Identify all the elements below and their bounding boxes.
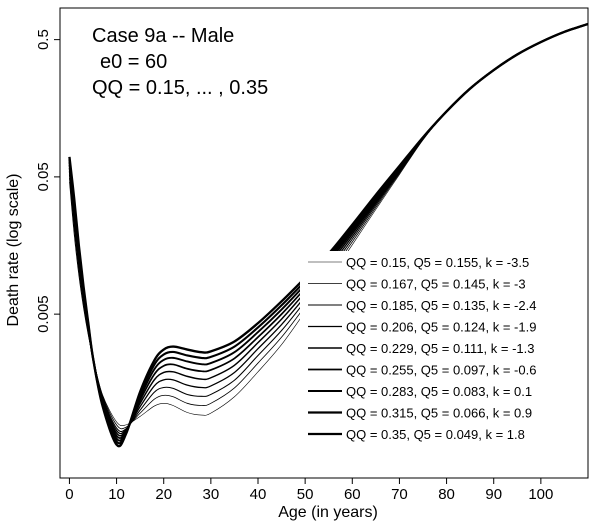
legend-entry: QQ = 0.255, Q5 = 0.097, k = -0.6 — [346, 363, 536, 378]
legend-entry: QQ = 0.185, Q5 = 0.135, k = -2.4 — [346, 298, 536, 313]
legend-entry: QQ = 0.35, Q5 = 0.049, k = 1.8 — [346, 427, 525, 442]
legend-entry: QQ = 0.315, Q5 = 0.066, k = 0.9 — [346, 406, 532, 421]
legend-entry: QQ = 0.229, Q5 = 0.111, k = -1.3 — [346, 341, 535, 356]
legend-entry: QQ = 0.206, Q5 = 0.124, k = -1.9 — [346, 320, 536, 335]
x-tick-label: 60 — [344, 486, 361, 503]
x-tick-label: 50 — [297, 486, 314, 503]
y-axis: 0.005 0.05 0.5 — [35, 29, 60, 333]
x-tick-label: 30 — [203, 486, 220, 503]
legend-entry: QQ = 0.167, Q5 = 0.145, k = -3 — [346, 277, 526, 292]
y-tick-label: 0.005 — [35, 295, 52, 333]
x-axis: 0 10 20 30 40 50 60 70 80 90 100 — [65, 478, 553, 503]
x-tick-label: 10 — [108, 486, 125, 503]
legend-entry: QQ = 0.283, Q5 = 0.083, k = 0.1 — [346, 384, 532, 399]
y-tick-label: 0.5 — [35, 29, 52, 50]
annotation-qq-range: QQ = 0.15, ... , 0.35 — [92, 77, 268, 99]
x-tick-label: 80 — [438, 486, 455, 503]
series-lines — [68, 22, 588, 448]
legend-background — [300, 251, 562, 451]
x-tick-label: 90 — [485, 486, 502, 503]
plot-frame — [59, 7, 589, 479]
x-axis-title: Age (in years) — [278, 504, 378, 521]
annotation-case: Case 9a -- Male — [92, 25, 234, 47]
x-tick-label: 40 — [250, 486, 267, 503]
x-tick-label: 20 — [155, 486, 172, 503]
y-axis-title: Death rate (log scale) — [5, 174, 22, 327]
x-tick-label: 0 — [65, 486, 73, 503]
legend: QQ = 0.15, Q5 = 0.155, k = -3.5 QQ = 0.16… — [300, 251, 562, 451]
y-tick-label: 0.05 — [35, 162, 52, 191]
plot-border — [59, 7, 589, 479]
x-tick-label: 100 — [528, 486, 553, 503]
legend-entry: QQ = 0.15, Q5 = 0.155, k = -3.5 — [346, 255, 529, 270]
series-line-9 — [68, 22, 588, 448]
x-tick-label: 70 — [391, 486, 408, 503]
annotation-e0: e0 = 60 — [100, 51, 167, 73]
